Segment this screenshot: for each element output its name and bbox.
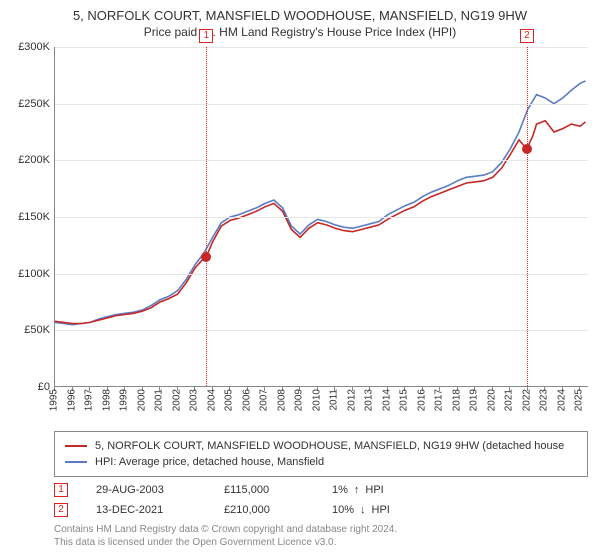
x-tick-label: 2016 [416,389,427,411]
x-tick-label: 2017 [434,389,445,411]
y-tick-label: £50K [24,324,50,336]
x-tick-label: 2004 [206,389,217,411]
chart-container: 5, NORFOLK COURT, MANSFIELD WOODHOUSE, M… [0,0,600,557]
x-tick-label: 2007 [259,389,270,411]
x-tick-label: 2015 [399,389,410,411]
series-price_paid [55,121,586,324]
legend-swatch [65,445,87,447]
x-tick-label: 1999 [119,389,130,411]
marker-badge: 1 [199,29,213,43]
footer-line2: This data is licensed under the Open Gov… [54,536,588,549]
y-tick-label: £100K [18,268,50,280]
x-tick-label: 2010 [311,389,322,411]
legend-swatch [65,461,87,463]
y-tick-label: £250K [18,98,50,110]
transaction-badge: 2 [54,503,68,517]
x-tick-label: 2014 [381,389,392,411]
arrow-down-icon: ↓ [360,504,366,516]
x-tick-label: 2009 [294,389,305,411]
x-tick-label: 2022 [521,389,532,411]
transaction-row: 1 29-AUG-2003 £115,000 1% ↑ HPI [54,483,588,497]
transaction-price: £115,000 [224,484,304,496]
delta-ref: HPI [365,484,383,496]
y-tick-label: £200K [18,154,50,166]
transaction-row: 2 13-DEC-2021 £210,000 10% ↓ HPI [54,503,588,517]
x-tick-label: 2018 [451,389,462,411]
chart-title: 5, NORFOLK COURT, MANSFIELD WOODHOUSE, M… [12,8,588,23]
x-tick-label: 2013 [364,389,375,411]
x-tick-label: 2011 [329,389,340,411]
x-tick-label: 2006 [241,389,252,411]
gridline [55,330,588,331]
marker-vline [206,47,207,386]
x-tick-label: 2002 [171,389,182,411]
marker-dot [201,252,211,262]
series-hpi [55,81,586,325]
transaction-date: 29-AUG-2003 [96,484,196,496]
chart-subtitle: Price paid vs. HM Land Registry's House … [12,25,588,39]
footer-attribution: Contains HM Land Registry data © Crown c… [54,523,588,549]
marker-badge: 2 [520,29,534,43]
x-tick-label: 1996 [66,389,77,411]
gridline [55,160,588,161]
x-axis-labels: 1995199619971998199920002001200220032004… [54,389,588,425]
footer-line1: Contains HM Land Registry data © Crown c… [54,523,588,536]
x-tick-label: 2003 [189,389,200,411]
transaction-price: £210,000 [224,504,304,516]
x-tick-label: 2000 [136,389,147,411]
legend-label: HPI: Average price, detached house, Mans… [95,456,324,468]
x-tick-label: 2001 [154,389,165,411]
y-tick-label: £150K [18,211,50,223]
x-tick-label: 1995 [49,389,60,411]
marker-dot [522,144,532,154]
arrow-up-icon: ↑ [354,484,360,496]
gridline [55,104,588,105]
transaction-badge: 1 [54,483,68,497]
legend-label: 5, NORFOLK COURT, MANSFIELD WOODHOUSE, M… [95,440,564,452]
gridline [55,217,588,218]
x-tick-label: 2008 [276,389,287,411]
delta-pct: 10% [332,504,354,516]
x-tick-label: 1998 [101,389,112,411]
x-tick-label: 2025 [574,389,585,411]
delta-pct: 1% [332,484,348,496]
x-tick-label: 2019 [469,389,480,411]
chart-area: £0£50K£100K£150K£200K£250K£300K 12 19951… [12,47,588,425]
x-tick-label: 2023 [539,389,550,411]
transaction-date: 13-DEC-2021 [96,504,196,516]
x-tick-label: 2024 [556,389,567,411]
gridline [55,47,588,48]
x-tick-label: 2005 [224,389,235,411]
marker-vline [527,47,528,386]
y-axis-labels: £0£50K£100K£150K£200K£250K£300K [12,47,54,387]
x-tick-label: 1997 [84,389,95,411]
delta-ref: HPI [372,504,390,516]
plot-region: 12 [54,47,588,387]
x-tick-label: 2020 [486,389,497,411]
gridline [55,274,588,275]
transaction-delta: 1% ↑ HPI [332,484,384,496]
legend-item: HPI: Average price, detached house, Mans… [65,454,577,470]
x-tick-label: 2021 [504,389,515,411]
transaction-delta: 10% ↓ HPI [332,504,390,516]
legend: 5, NORFOLK COURT, MANSFIELD WOODHOUSE, M… [54,431,588,477]
x-tick-label: 2012 [346,389,357,411]
legend-item: 5, NORFOLK COURT, MANSFIELD WOODHOUSE, M… [65,438,577,454]
transaction-rows: 1 29-AUG-2003 £115,000 1% ↑ HPI 2 13-DEC-2021 £2… [54,483,588,517]
y-tick-label: £300K [18,41,50,53]
